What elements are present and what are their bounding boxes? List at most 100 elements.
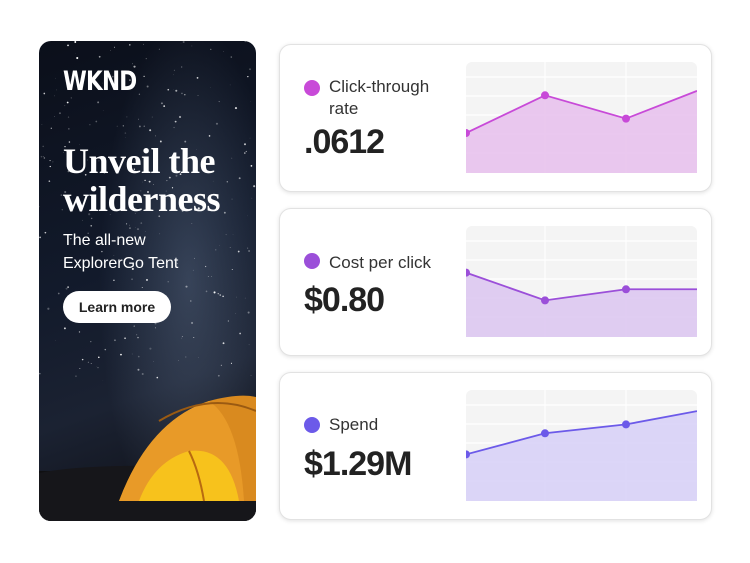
- star: [140, 190, 142, 192]
- star: [190, 300, 192, 302]
- star: [136, 228, 140, 231]
- star: [44, 231, 47, 234]
- star: [95, 120, 98, 123]
- star: [133, 168, 136, 170]
- star: [64, 105, 66, 107]
- star: [131, 278, 133, 281]
- star: [137, 368, 140, 371]
- star: [129, 79, 131, 81]
- star: [42, 156, 44, 157]
- star: [59, 112, 61, 115]
- metric-value: $1.29M: [304, 445, 412, 483]
- star: [103, 171, 106, 174]
- star: [98, 160, 100, 162]
- metric-label: Click-through rate: [329, 77, 430, 118]
- area-fill: [466, 90, 697, 173]
- star: [185, 285, 188, 288]
- star: [149, 129, 152, 132]
- star: [52, 161, 54, 163]
- star: [143, 75, 145, 78]
- star: [126, 116, 128, 118]
- star: [151, 116, 153, 118]
- area-fill: [466, 272, 697, 337]
- star: [181, 66, 183, 68]
- spend-card: Spend $1.29M: [279, 372, 712, 520]
- star: [184, 140, 187, 143]
- star: [129, 224, 130, 226]
- star: [159, 233, 161, 235]
- star: [232, 233, 234, 235]
- star: [196, 77, 199, 79]
- star: [174, 120, 177, 123]
- star: [145, 58, 147, 60]
- star: [70, 237, 72, 240]
- star: [115, 159, 116, 161]
- star: [229, 84, 231, 86]
- star: [218, 101, 220, 103]
- star: [178, 115, 182, 119]
- star: [251, 42, 252, 44]
- star: [223, 211, 226, 214]
- star: [102, 82, 103, 84]
- star: [87, 361, 89, 363]
- star: [175, 166, 177, 168]
- star: [87, 159, 88, 161]
- star: [247, 247, 249, 249]
- star: [68, 128, 70, 130]
- star: [148, 180, 151, 183]
- legend-dot-icon: [304, 417, 320, 433]
- star: [146, 85, 149, 88]
- star: [67, 116, 70, 118]
- learn-more-button[interactable]: Learn more: [63, 291, 171, 323]
- ad-headline: Unveil the wilderness: [63, 141, 221, 219]
- star: [146, 190, 149, 193]
- star: [231, 198, 233, 200]
- star: [67, 286, 69, 288]
- star: [253, 185, 256, 188]
- data-point: [466, 268, 470, 277]
- star: [250, 165, 253, 167]
- star: [141, 372, 144, 375]
- star: [153, 184, 154, 185]
- series-line: [466, 90, 697, 134]
- star: [90, 224, 93, 227]
- star: [50, 127, 52, 129]
- star: [190, 321, 194, 325]
- star: [182, 41, 184, 43]
- star: [235, 296, 237, 298]
- star: [138, 125, 141, 128]
- star: [244, 41, 246, 43]
- star: [211, 276, 213, 277]
- star: [175, 174, 178, 177]
- star: [90, 363, 92, 364]
- star: [134, 212, 136, 214]
- star: [153, 361, 154, 362]
- star: [173, 74, 174, 76]
- star: [145, 231, 146, 232]
- star: [84, 173, 87, 176]
- star: [122, 125, 124, 127]
- star: [120, 71, 123, 73]
- star: [250, 375, 252, 376]
- star: [60, 194, 63, 197]
- star: [191, 45, 193, 47]
- star: [98, 356, 100, 359]
- click-through-rate-card: Click-through rate .0612: [279, 44, 712, 192]
- star: [78, 331, 81, 333]
- star: [126, 223, 128, 225]
- subline-1: The all-new: [63, 232, 146, 249]
- star: [98, 55, 101, 58]
- star: [131, 353, 133, 355]
- star: [132, 63, 133, 65]
- star: [141, 287, 143, 288]
- star: [39, 236, 41, 239]
- star: [229, 247, 231, 248]
- star: [165, 190, 167, 192]
- star: [215, 122, 219, 125]
- data-point: [466, 129, 470, 138]
- star: [54, 95, 55, 97]
- star: [217, 293, 219, 295]
- star: [143, 43, 144, 45]
- star: [212, 180, 214, 182]
- cost-per-click-card: Cost per click $0.80: [279, 208, 712, 356]
